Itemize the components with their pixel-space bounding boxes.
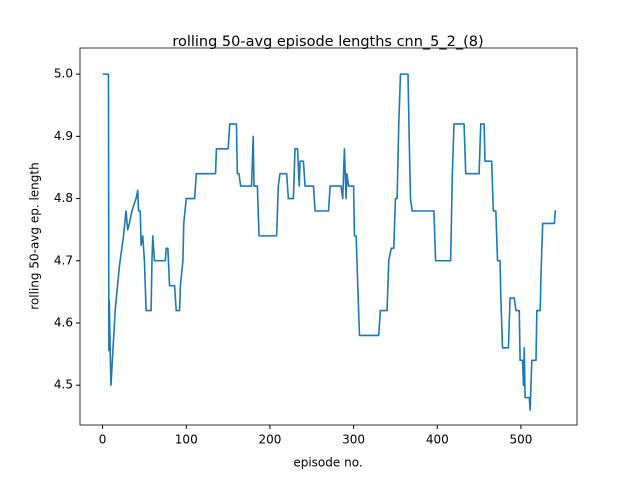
x-tick-label: 100 bbox=[175, 433, 198, 447]
y-tick-label: 4.8 bbox=[54, 191, 73, 205]
x-axis-label: episode no. bbox=[293, 456, 362, 470]
x-tick-label: 0 bbox=[99, 433, 107, 447]
y-tick-label: 4.5 bbox=[54, 378, 73, 392]
y-axis-label: rolling 50-avg ep. length bbox=[28, 162, 42, 309]
data-line bbox=[102, 73, 557, 411]
chart-title: rolling 50-avg episode lengths cnn_5_2_(… bbox=[172, 34, 483, 50]
y-tick-label: 4.9 bbox=[54, 129, 73, 143]
y-tick-label: 5.0 bbox=[54, 67, 73, 81]
x-tick-label: 500 bbox=[509, 433, 532, 447]
x-tick-label: 300 bbox=[342, 433, 365, 447]
x-tick-label: 200 bbox=[258, 433, 281, 447]
plot-frame bbox=[79, 47, 578, 426]
y-tick-label: 4.7 bbox=[54, 253, 73, 267]
y-tick-label: 4.6 bbox=[54, 315, 73, 329]
x-tick-label: 400 bbox=[426, 433, 449, 447]
